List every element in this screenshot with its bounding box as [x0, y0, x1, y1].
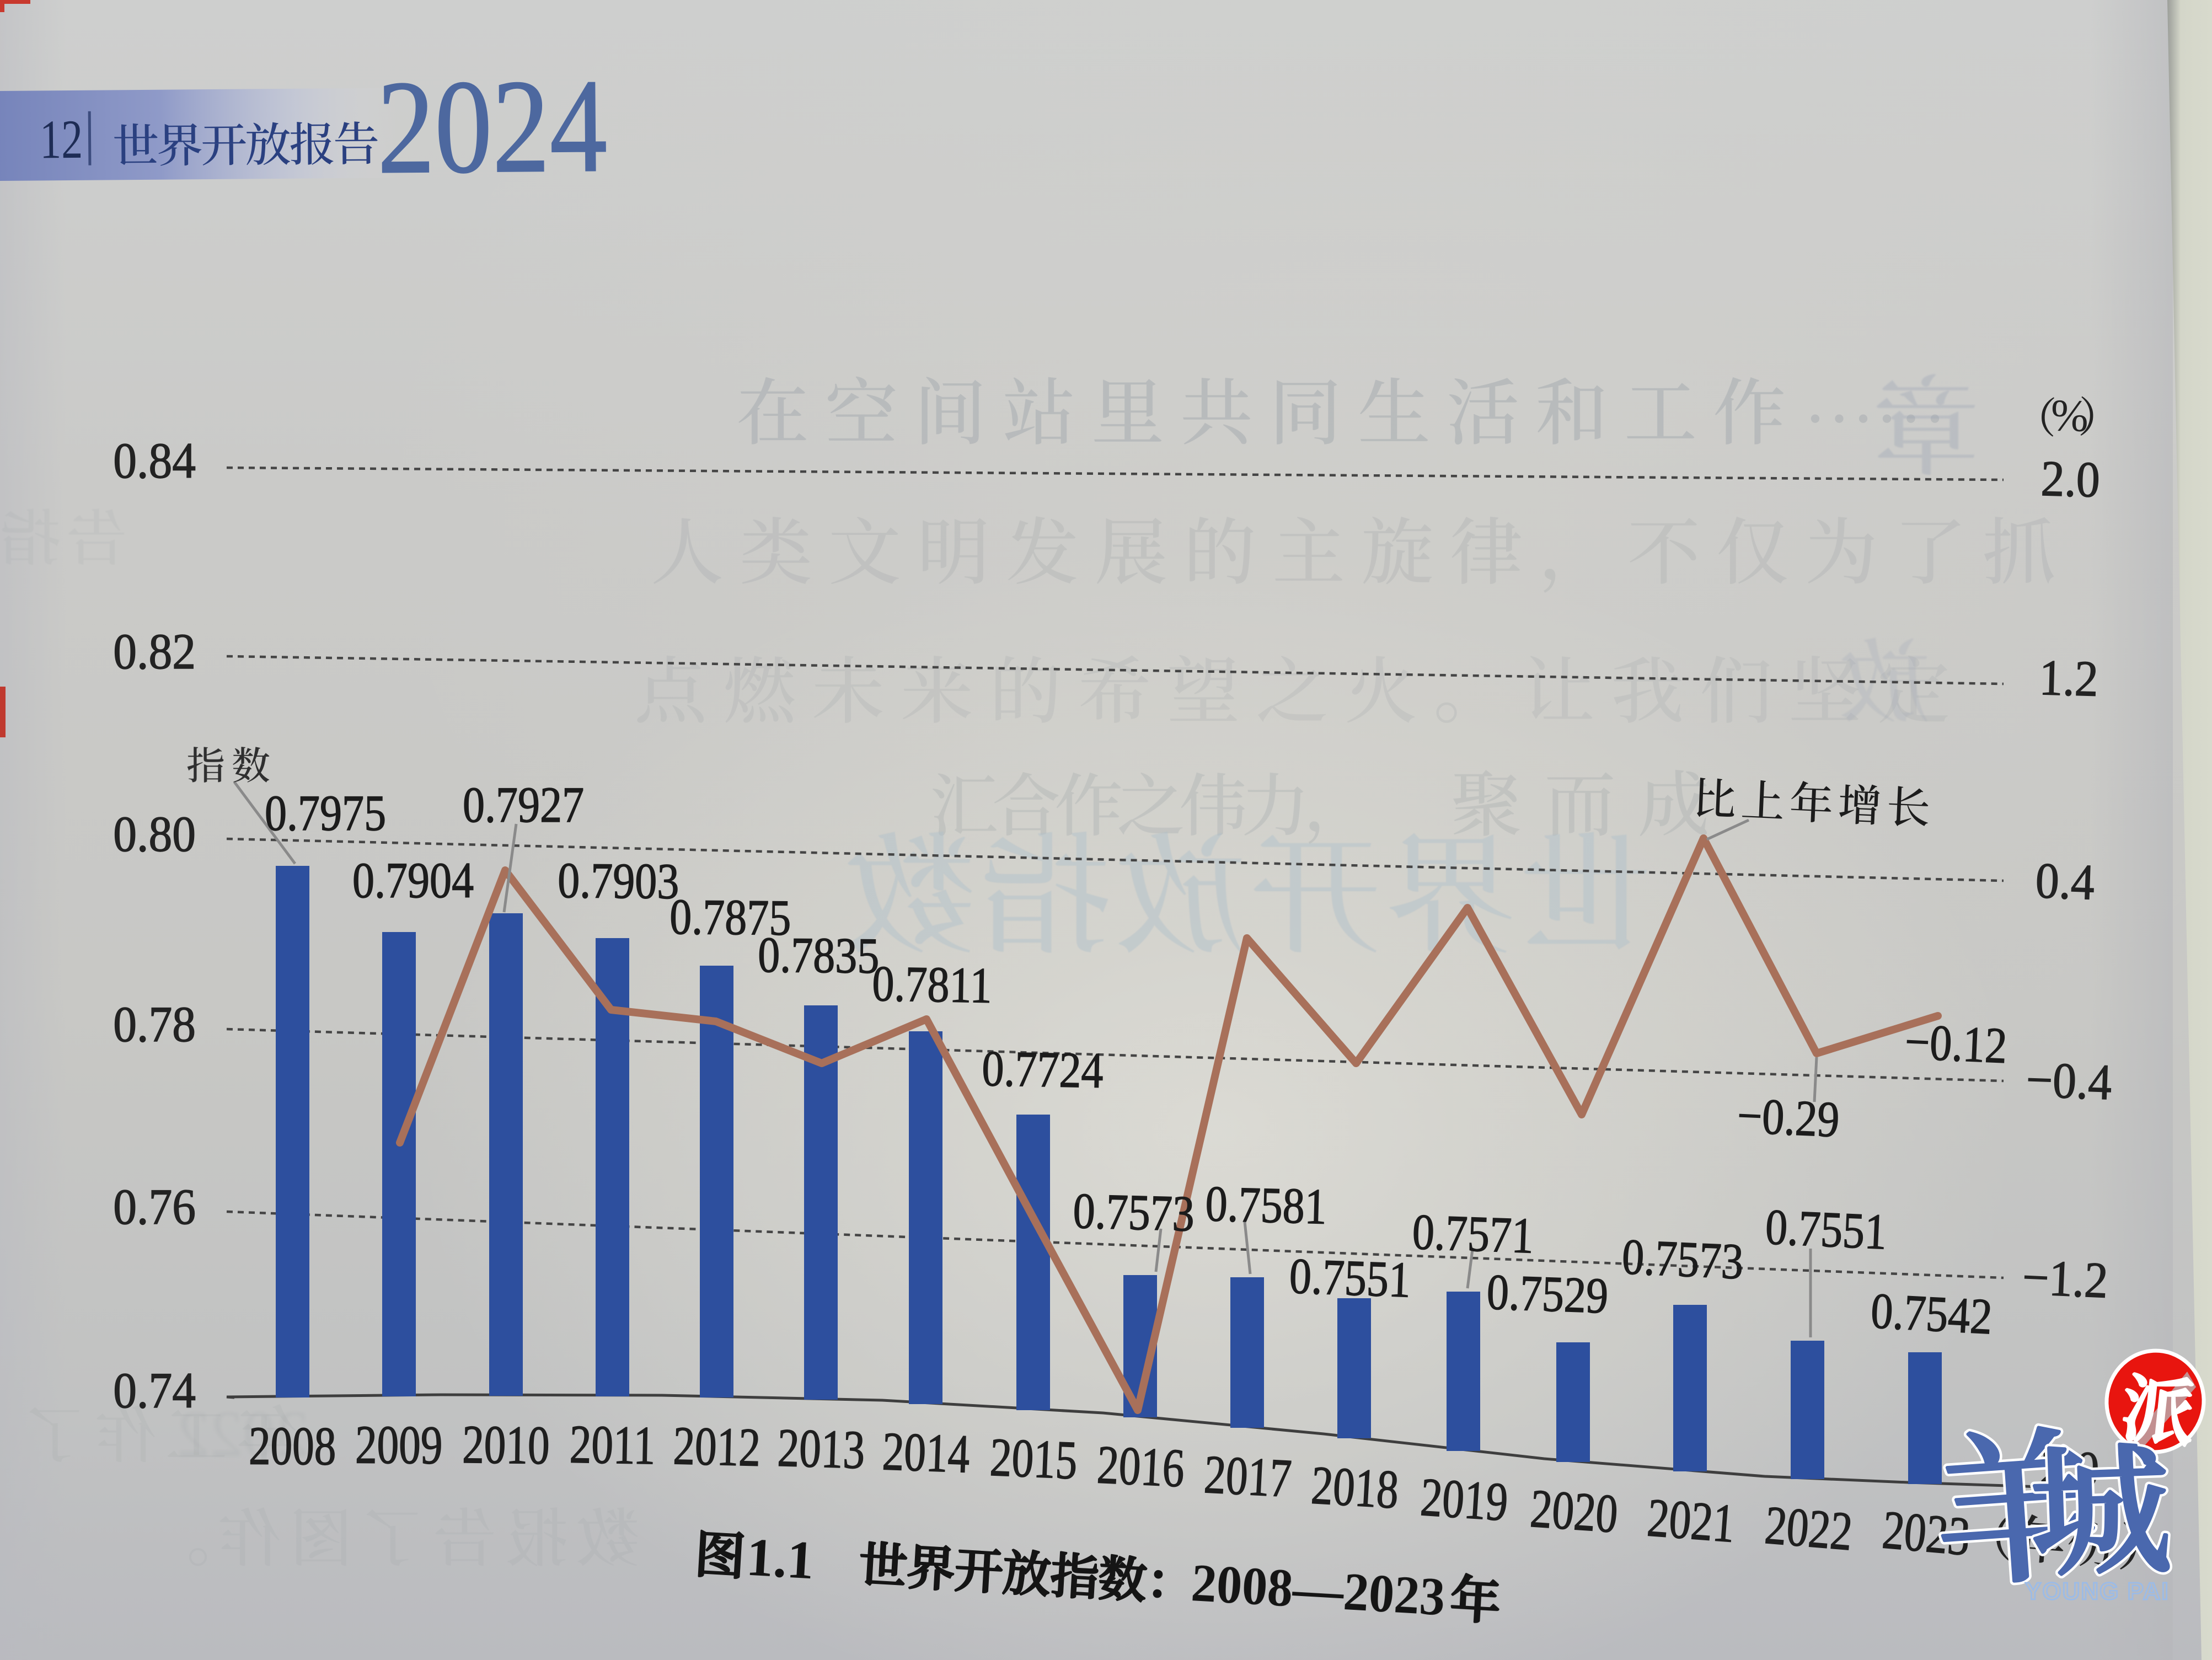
svg-text:2017: 2017 — [1203, 1444, 1293, 1509]
svg-text:0.7724: 0.7724 — [982, 1040, 1104, 1099]
svg-text:0.80: 0.80 — [113, 806, 196, 862]
svg-text:0.7551: 0.7551 — [1288, 1247, 1412, 1308]
svg-text:0.7903: 0.7903 — [558, 852, 679, 909]
svg-text:0.7551: 0.7551 — [1764, 1198, 1888, 1260]
svg-text:0.7975: 0.7975 — [265, 785, 386, 841]
svg-text:0.7573: 0.7573 — [1621, 1228, 1744, 1290]
svg-text:0.7573: 0.7573 — [1072, 1182, 1195, 1242]
svg-text:0.78: 0.78 — [113, 997, 196, 1052]
svg-text:0.4: 0.4 — [2034, 853, 2095, 911]
svg-text:0.7835: 0.7835 — [758, 927, 880, 984]
svg-text:2008: 2008 — [249, 1416, 336, 1476]
svg-text:12: 12 — [40, 109, 83, 170]
svg-text:2018: 2018 — [1310, 1455, 1400, 1520]
svg-text:2.0: 2.0 — [2040, 451, 2101, 508]
svg-text:1.1: 1.1 — [745, 1528, 816, 1591]
svg-text:2009: 2009 — [355, 1415, 443, 1475]
svg-text:−0.12: −0.12 — [1904, 1013, 2008, 1074]
svg-text:2020: 2020 — [1528, 1479, 1619, 1545]
svg-text:%: % — [2050, 390, 2090, 441]
svg-text:0.7927: 0.7927 — [463, 777, 584, 833]
svg-text:−0.4: −0.4 — [2025, 1052, 2113, 1111]
svg-text:−0.29: −0.29 — [1736, 1087, 1840, 1148]
svg-text:2024: 2024 — [377, 51, 608, 202]
svg-text:0.82: 0.82 — [113, 624, 196, 679]
svg-text:YOUNG PAI: YOUNG PAI — [2025, 1578, 2170, 1605]
svg-text:0.7581: 0.7581 — [1204, 1175, 1327, 1235]
svg-text:2011: 2011 — [569, 1414, 656, 1476]
svg-text:0.7571: 0.7571 — [1411, 1203, 1535, 1264]
svg-text:2013: 2013 — [776, 1418, 865, 1481]
svg-text:0.7904: 0.7904 — [352, 852, 474, 908]
svg-text:0.7811: 0.7811 — [872, 955, 993, 1014]
svg-text:……: …… — [1803, 358, 1947, 438]
svg-text:2016: 2016 — [1096, 1434, 1186, 1498]
svg-text:2008—2023: 2008—2023 — [1190, 1552, 1447, 1627]
svg-text:−1.2: −1.2 — [2021, 1249, 2109, 1309]
svg-text:0.76: 0.76 — [113, 1179, 196, 1235]
svg-text:2015: 2015 — [989, 1427, 1079, 1491]
svg-text:1.2: 1.2 — [2038, 650, 2099, 707]
svg-text:0.74: 0.74 — [113, 1363, 196, 1418]
svg-text:0.7542: 0.7542 — [1870, 1282, 1994, 1345]
svg-text:2014: 2014 — [881, 1421, 971, 1485]
svg-text:2010: 2010 — [462, 1415, 550, 1476]
svg-text:0.7875: 0.7875 — [670, 888, 791, 946]
svg-text:2019: 2019 — [1419, 1467, 1510, 1533]
svg-text:0.84: 0.84 — [113, 433, 196, 489]
svg-text:0.7529: 0.7529 — [1486, 1263, 1609, 1324]
svg-text:2012: 2012 — [672, 1416, 761, 1478]
svg-text:2021: 2021 — [1645, 1487, 1737, 1554]
svg-text:2022: 2022 — [1763, 1495, 1855, 1562]
